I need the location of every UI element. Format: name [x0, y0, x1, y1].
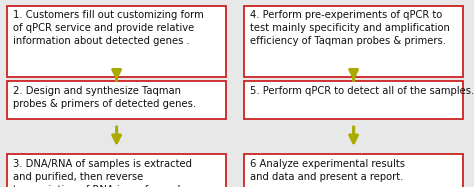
- Text: 3. DNA/RNA of samples is extracted
and purified, then reverse
transcription of R: 3. DNA/RNA of samples is extracted and p…: [13, 159, 192, 187]
- FancyBboxPatch shape: [244, 6, 463, 77]
- Text: 4. Perform pre-experiments of qPCR to
test mainly specificity and amplification
: 4. Perform pre-experiments of qPCR to te…: [250, 10, 450, 46]
- Text: 6 Analyze experimental results
and data and present a report.: 6 Analyze experimental results and data …: [250, 159, 405, 182]
- FancyBboxPatch shape: [244, 154, 463, 187]
- Text: 2. Design and synthesize Taqman
probes & primers of detected genes.: 2. Design and synthesize Taqman probes &…: [13, 86, 196, 109]
- Text: 1. Customers fill out customizing form
of qPCR service and provide relative
info: 1. Customers fill out customizing form o…: [13, 10, 204, 46]
- Text: 5. Perform qPCR to detect all of the samples.: 5. Perform qPCR to detect all of the sam…: [250, 86, 474, 96]
- FancyBboxPatch shape: [7, 154, 226, 187]
- FancyBboxPatch shape: [7, 6, 226, 77]
- FancyBboxPatch shape: [244, 81, 463, 119]
- FancyBboxPatch shape: [7, 81, 226, 119]
